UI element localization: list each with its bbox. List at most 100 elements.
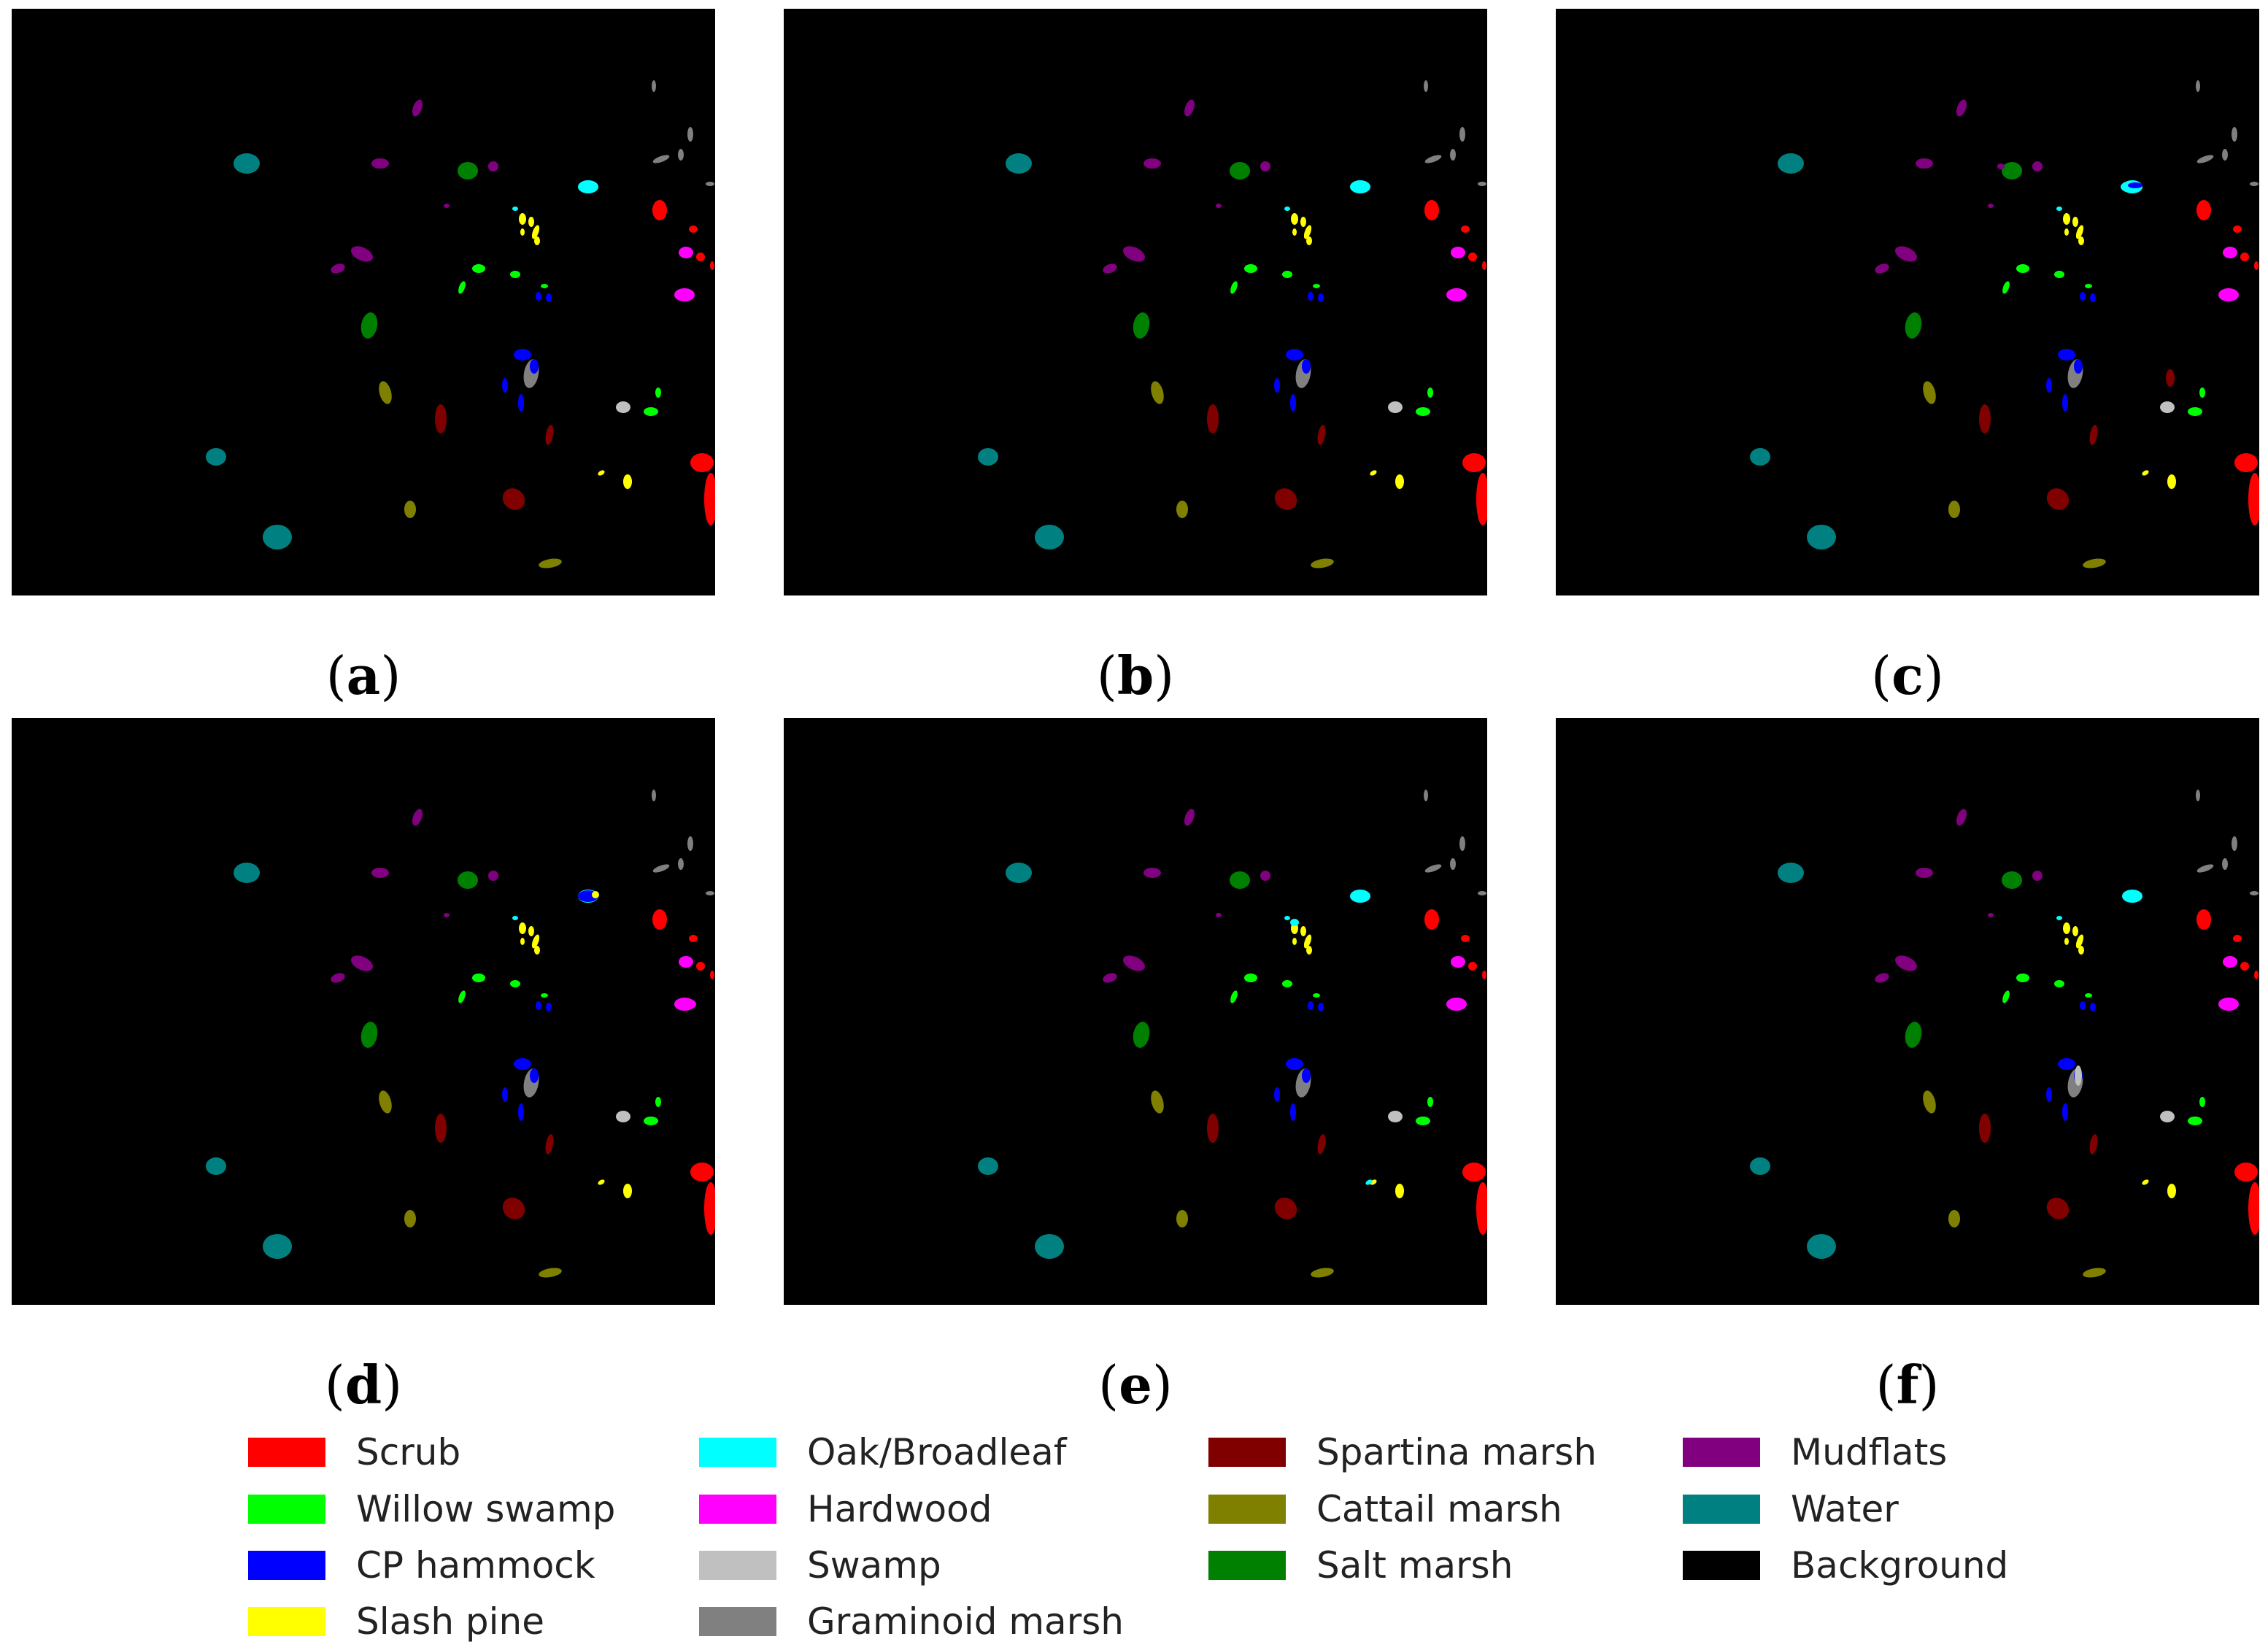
legend-swatch xyxy=(248,1495,325,1524)
class-patch xyxy=(2064,938,2069,945)
class-patch xyxy=(2234,453,2258,472)
class-patch xyxy=(2167,474,2176,489)
class-patch xyxy=(2078,946,2084,955)
class-patch xyxy=(1133,312,1150,339)
class-patch xyxy=(1478,891,1486,895)
legend-swatch xyxy=(1683,1438,1760,1467)
class-patch xyxy=(2080,292,2086,301)
class-patch xyxy=(1286,349,1303,361)
class-patch xyxy=(1123,246,1145,262)
class-patch xyxy=(710,971,714,979)
class-patch xyxy=(2167,1184,2176,1198)
class-patch xyxy=(1476,473,1487,525)
class-patch xyxy=(514,349,531,361)
class-patch xyxy=(1216,913,1222,917)
class-patch xyxy=(2046,1198,2070,1219)
class-patch xyxy=(2032,871,2043,881)
class-patch xyxy=(331,973,345,983)
class-patch xyxy=(1750,1157,1770,1175)
class-patch xyxy=(2188,407,2202,416)
class-patch xyxy=(1459,836,1465,851)
class-patch xyxy=(1176,501,1188,518)
class-patch xyxy=(1979,1114,1991,1143)
class-patch xyxy=(2085,993,2092,998)
class-patch xyxy=(652,790,656,801)
classification-map-d xyxy=(12,718,715,1305)
class-patch xyxy=(1875,263,1889,274)
class-patch xyxy=(206,448,226,466)
map-background xyxy=(1556,9,2259,595)
class-patch xyxy=(518,394,524,412)
class-patch xyxy=(2074,359,2083,374)
legend-swatch xyxy=(248,1438,325,1467)
class-patch xyxy=(1006,153,1032,174)
class-patch xyxy=(2233,225,2242,233)
class-patch xyxy=(1462,1163,1486,1181)
class-patch xyxy=(978,448,998,466)
class-patch xyxy=(458,990,466,1003)
class-patch xyxy=(530,359,539,374)
class-patch xyxy=(263,525,292,550)
class-patch xyxy=(1948,501,1960,518)
legend-swatch xyxy=(699,1607,776,1636)
class-patch xyxy=(541,284,548,288)
class-patch xyxy=(2046,488,2070,510)
class-patch xyxy=(655,1097,661,1107)
class-patch xyxy=(541,993,548,998)
class-patch xyxy=(412,99,423,117)
class-patch xyxy=(1905,1022,1922,1048)
class-patch xyxy=(2160,1111,2175,1122)
class-patch xyxy=(1895,246,1917,262)
map-background xyxy=(784,9,1487,595)
legend-label: Swamp xyxy=(807,1544,941,1587)
class-patch xyxy=(2240,252,2249,261)
class-patch xyxy=(234,863,260,883)
class-patch xyxy=(2250,891,2259,895)
class-patch xyxy=(502,488,525,510)
classification-map-e xyxy=(784,718,1487,1305)
class-patch xyxy=(696,252,705,261)
class-patch xyxy=(1956,99,1967,117)
class-patch xyxy=(1948,1210,1960,1227)
class-patch xyxy=(1291,213,1298,225)
map-background xyxy=(12,9,715,595)
class-patch xyxy=(1459,127,1465,142)
class-patch xyxy=(519,922,526,934)
class-patch xyxy=(519,213,526,225)
class-patch xyxy=(1461,935,1470,942)
class-patch xyxy=(371,158,389,169)
class-patch xyxy=(2160,401,2175,413)
class-patch xyxy=(2075,225,2084,239)
class-patch xyxy=(1151,381,1164,404)
class-patch xyxy=(1482,971,1486,979)
class-patch xyxy=(1395,474,1404,489)
class-patch xyxy=(1308,292,1314,301)
class-patch xyxy=(616,1111,630,1122)
class-patch xyxy=(534,946,540,955)
class-patch xyxy=(1302,1068,1311,1083)
class-patch xyxy=(351,246,373,262)
class-patch xyxy=(2222,149,2228,161)
classification-map-f xyxy=(1556,718,2259,1305)
legend-swatch xyxy=(699,1438,776,1467)
class-patch xyxy=(518,1103,524,1121)
class-patch xyxy=(2196,80,2200,92)
panel-label-b: (b) xyxy=(1096,644,1175,706)
class-patch xyxy=(2075,1065,2082,1086)
class-patch xyxy=(458,162,478,180)
class-patch xyxy=(510,271,520,278)
class-patch xyxy=(444,204,450,208)
class-patch xyxy=(1282,980,1292,987)
map-canvas xyxy=(1556,9,2259,595)
class-patch xyxy=(2222,858,2228,870)
class-patch xyxy=(1308,1001,1314,1010)
class-patch xyxy=(1317,425,1326,445)
class-patch xyxy=(2196,200,2211,220)
legend-label: Cattail marsh xyxy=(1316,1488,1562,1530)
class-patch xyxy=(502,1087,508,1102)
panel-label-a: (a) xyxy=(325,644,401,706)
class-patch xyxy=(689,935,698,942)
class-patch xyxy=(1778,863,1804,883)
class-patch xyxy=(1123,955,1145,971)
legend-swatch xyxy=(699,1551,776,1580)
